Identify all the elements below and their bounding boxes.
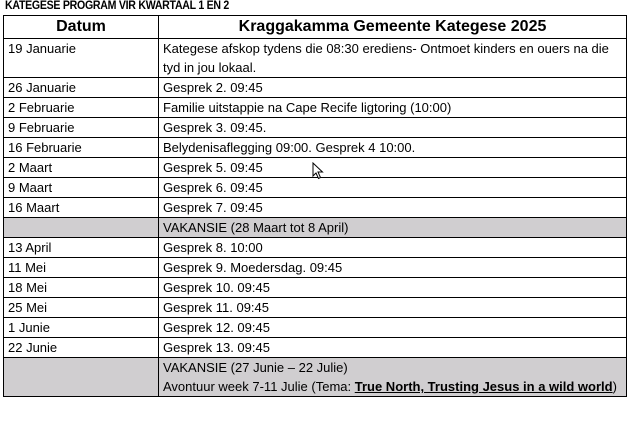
event-cell: Gesprek 5. 09:45	[158, 157, 627, 178]
event-cell: Gesprek 12. 09:45	[158, 317, 627, 338]
event-cell: Gesprek 9. Moedersdag. 09:45	[158, 257, 627, 278]
table-row: 1 Junie Gesprek 12. 09:45	[3, 317, 627, 338]
table-row: 25 Mei Gesprek 11. 09:45	[3, 297, 627, 318]
date-cell: 16 Maart	[3, 197, 159, 218]
date-cell: 1 Junie	[3, 317, 159, 338]
adventure-suffix: )	[612, 379, 617, 394]
date-cell: 26 Januarie	[3, 77, 159, 98]
event-cell: Familie uitstappie na Cape Recife ligtor…	[158, 97, 627, 118]
event-cell: Belydenisaflegging 09:00. Gesprek 4 10:0…	[158, 137, 627, 158]
date-cell	[3, 217, 159, 238]
table-row: 26 Januarie Gesprek 2. 09:45	[3, 77, 627, 98]
date-cell: 11 Mei	[3, 257, 159, 278]
header-event: Kraggakamma Gemeente Kategese 2025	[158, 15, 627, 39]
table-row: 13 April Gesprek 8. 10:00	[3, 237, 627, 258]
vacation-text: VAKANSIE (27 Junie – 22 Julie)	[163, 360, 348, 375]
table-row: 16 Februarie Belydenisaflegging 09:00. Ge…	[3, 137, 627, 158]
adventure-prefix: Avontuur week 7-11 Julie (Tema:	[163, 379, 355, 394]
theme-title: True North, Trusting Jesus in a wild wor…	[354, 379, 613, 394]
event-cell: Gesprek 13. 09:45	[158, 337, 627, 358]
table-row: 18 Mei Gesprek 10. 09:45	[3, 277, 627, 298]
event-cell: Gesprek 11. 09:45	[158, 297, 627, 318]
table-row-vacation: VAKANSIE (28 Maart tot 8 April)	[3, 217, 627, 238]
table-row: 2 Februarie Familie uitstappie na Cape Re…	[3, 97, 627, 118]
date-cell: 19 Januarie	[3, 38, 159, 78]
date-cell: 13 April	[3, 237, 159, 258]
catechism-schedule-table: Datum Kraggakamma Gemeente Kategese 2025…	[3, 15, 627, 397]
event-cell: Gesprek 3. 09:45.	[158, 117, 627, 138]
table-header-row: Datum Kraggakamma Gemeente Kategese 2025	[3, 15, 627, 39]
date-cell	[3, 357, 159, 397]
table-row: 11 Mei Gesprek 9. Moedersdag. 09:45	[3, 257, 627, 278]
event-cell: VAKANSIE (27 Junie – 22 Julie) Avontuur …	[158, 357, 627, 397]
event-cell: Gesprek 10. 09:45	[158, 277, 627, 298]
date-cell: 25 Mei	[3, 297, 159, 318]
event-cell: VAKANSIE (28 Maart tot 8 April)	[158, 217, 627, 238]
table-row: 19 Januarie Kategese afskop tydens die 08…	[3, 38, 627, 78]
date-cell: 9 Februarie	[3, 117, 159, 138]
date-cell: 16 Februarie	[3, 137, 159, 158]
event-cell: Gesprek 7. 09:45	[158, 197, 627, 218]
table-row: 9 Maart Gesprek 6. 09:45	[3, 177, 627, 198]
table-row: 22 Junie Gesprek 13. 09:45	[3, 337, 627, 358]
event-cell: Kategese afskop tydens die 08:30 eredien…	[158, 38, 627, 78]
header-date: Datum	[3, 15, 159, 39]
mouse-cursor-icon	[312, 162, 324, 180]
table-row: 9 Februarie Gesprek 3. 09:45.	[3, 117, 627, 138]
table-row: 16 Maart Gesprek 7. 09:45	[3, 197, 627, 218]
document-title: KATEGESE PROGRAM VIR KWARTAAL 1 EN 2	[5, 0, 230, 12]
date-cell: 18 Mei	[3, 277, 159, 298]
date-cell: 22 Junie	[3, 337, 159, 358]
event-cell: Gesprek 6. 09:45	[158, 177, 627, 198]
event-cell: Gesprek 2. 09:45	[158, 77, 627, 98]
adventure-week-text: Avontuur week 7-11 Julie (Tema: True Nor…	[163, 377, 622, 396]
date-cell: 2 Februarie	[3, 97, 159, 118]
date-cell: 9 Maart	[3, 177, 159, 198]
date-cell: 2 Maart	[3, 157, 159, 178]
table-row-vacation-final: VAKANSIE (27 Junie – 22 Julie) Avontuur …	[3, 357, 627, 397]
event-cell: Gesprek 8. 10:00	[158, 237, 627, 258]
